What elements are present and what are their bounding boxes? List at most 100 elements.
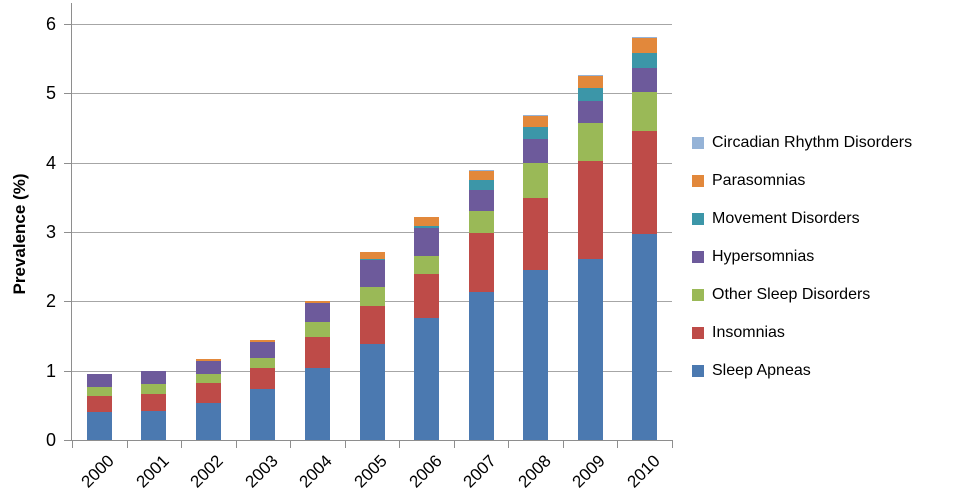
bar-segment-other-sleep-disorders-2008 [523,163,549,199]
legend-item-movement-disorders: Movement Disorders [692,200,912,238]
legend-label: Parasomnias [712,172,806,189]
bar-segment-parasomnias-2008 [523,115,549,127]
bar-segment-insomnias-2000 [86,395,112,413]
bar-segment-circadian-rhythm-disorders-2009 [577,74,603,76]
bar-2009 [577,24,603,440]
bar-segment-other-sleep-disorders-2000 [86,386,112,396]
y-axis-tick [64,301,72,303]
y-axis-tick [64,232,72,233]
bar-segment-hypersomnias-2005 [359,260,385,287]
y-axis-tick [64,440,72,441]
bar-segment-hypersomnias-2002 [195,360,221,375]
x-tick-label: 2000 [77,451,119,492]
bar-segment-movement-disorders-2008 [523,126,549,140]
bar-segment-other-sleep-disorders-2006 [414,255,440,275]
bar-2006 [414,24,440,440]
bar-segment-other-sleep-disorders-2010 [632,91,658,132]
bar-segment-insomnias-2010 [632,131,658,235]
x-axis-tick [617,440,619,448]
bar-segment-parasomnias-2004 [304,300,330,304]
bar-segment-insomnias-2008 [523,198,549,271]
bar-segment-sleep-apneas-2003 [250,388,276,440]
bar-2008 [523,24,549,440]
bar-2004 [304,24,330,440]
y-axis-tick [64,93,72,95]
legend-swatch-icon [692,175,704,187]
bar-segment-hypersomnias-2009 [577,100,603,124]
y-tick-label: 2 [45,291,56,312]
legend-label: Insomnias [712,324,785,341]
x-axis-tick [181,440,183,448]
bar-segment-circadian-rhythm-disorders-2010 [632,36,658,38]
bar-segment-other-sleep-disorders-2009 [577,123,603,162]
bar-segment-hypersomnias-2006 [414,227,440,256]
bar-segment-parasomnias-2010 [632,37,658,54]
legend-swatch-icon [692,137,704,149]
x-axis-tick [399,440,401,448]
bar-segment-other-sleep-disorders-2001 [141,383,167,394]
bar-segment-insomnias-2002 [195,383,221,403]
bar-segment-hypersomnias-2007 [468,190,494,212]
bar-segment-hypersomnias-2001 [141,371,167,384]
bar-2001 [141,24,167,440]
legend-swatch-icon [692,213,704,225]
gridline [72,93,672,95]
gridline [72,24,672,25]
bar-segment-insomnias-2005 [359,305,385,344]
bar-segment-circadian-rhythm-disorders-2008 [523,114,549,116]
bar-segment-movement-disorders-2007 [468,180,494,191]
legend: Circadian Rhythm Disorders Parasomnias Mov… [692,124,912,390]
bar-2005 [359,24,385,440]
bar-segment-other-sleep-disorders-2007 [468,211,494,234]
x-axis-tick [344,440,346,448]
bar-segment-sleep-apneas-2010 [632,234,658,440]
bar-segment-other-sleep-disorders-2005 [359,286,385,306]
x-axis-tick [562,440,564,448]
legend-swatch-icon [692,327,704,339]
bar-segment-sleep-apneas-2001 [141,410,167,440]
bar-segment-insomnias-2001 [141,393,167,411]
legend-item-other-sleep-disorders: Other Sleep Disorders [692,276,912,314]
bar-segment-parasomnias-2003 [250,340,276,343]
bar-2000 [86,24,112,440]
x-axis-tick [126,440,128,448]
y-tick-label: 5 [45,83,56,104]
y-tick-label: 1 [45,360,56,381]
bar-2002 [195,24,221,440]
legend-item-insomnias: Insomnias [692,314,912,352]
legend-swatch-icon [692,251,704,263]
bar-2003 [250,24,276,440]
y-tick-label: 3 [45,222,56,242]
x-axis-tick [72,440,73,448]
bar-segment-sleep-apneas-2007 [468,291,494,440]
x-axis-tick [508,440,510,448]
bar-segment-other-sleep-disorders-2004 [304,322,330,337]
legend-swatch-icon [692,365,704,377]
x-axis-tick [453,440,455,448]
bar-segment-sleep-apneas-2008 [523,270,549,440]
gridline [72,162,672,164]
bar-segment-movement-disorders-2005 [359,259,385,261]
bar-segment-hypersomnias-2008 [523,139,549,164]
bar-segment-insomnias-2006 [414,274,440,318]
legend-label: Hypersomnias [712,248,815,265]
bar-2007 [468,24,494,440]
y-axis-tick [64,24,72,25]
legend-label: Other Sleep Disorders [712,286,871,303]
y-tick-label: 6 [45,14,56,34]
bar-segment-parasomnias-2002 [195,358,221,361]
legend-label: Movement Disorders [712,210,860,227]
bar-segment-sleep-apneas-2000 [86,412,112,440]
legend-item-parasomnias: Parasomnias [692,162,912,200]
bar-segment-movement-disorders-2009 [577,87,603,101]
legend-item-hypersomnias: Hypersomnias [692,238,912,276]
bar-segment-insomnias-2003 [250,367,276,389]
bar-segment-sleep-apneas-2009 [577,259,603,440]
bar-segment-parasomnias-2009 [577,75,603,88]
bar-segment-parasomnias-2006 [414,217,440,227]
bar-segment-hypersomnias-2004 [304,303,330,323]
bar-segment-movement-disorders-2006 [414,226,440,228]
bar-segment-parasomnias-2005 [359,252,385,260]
legend-item-sleep-apneas: Sleep Apneas [692,352,912,390]
y-tick-label: 4 [45,152,56,173]
